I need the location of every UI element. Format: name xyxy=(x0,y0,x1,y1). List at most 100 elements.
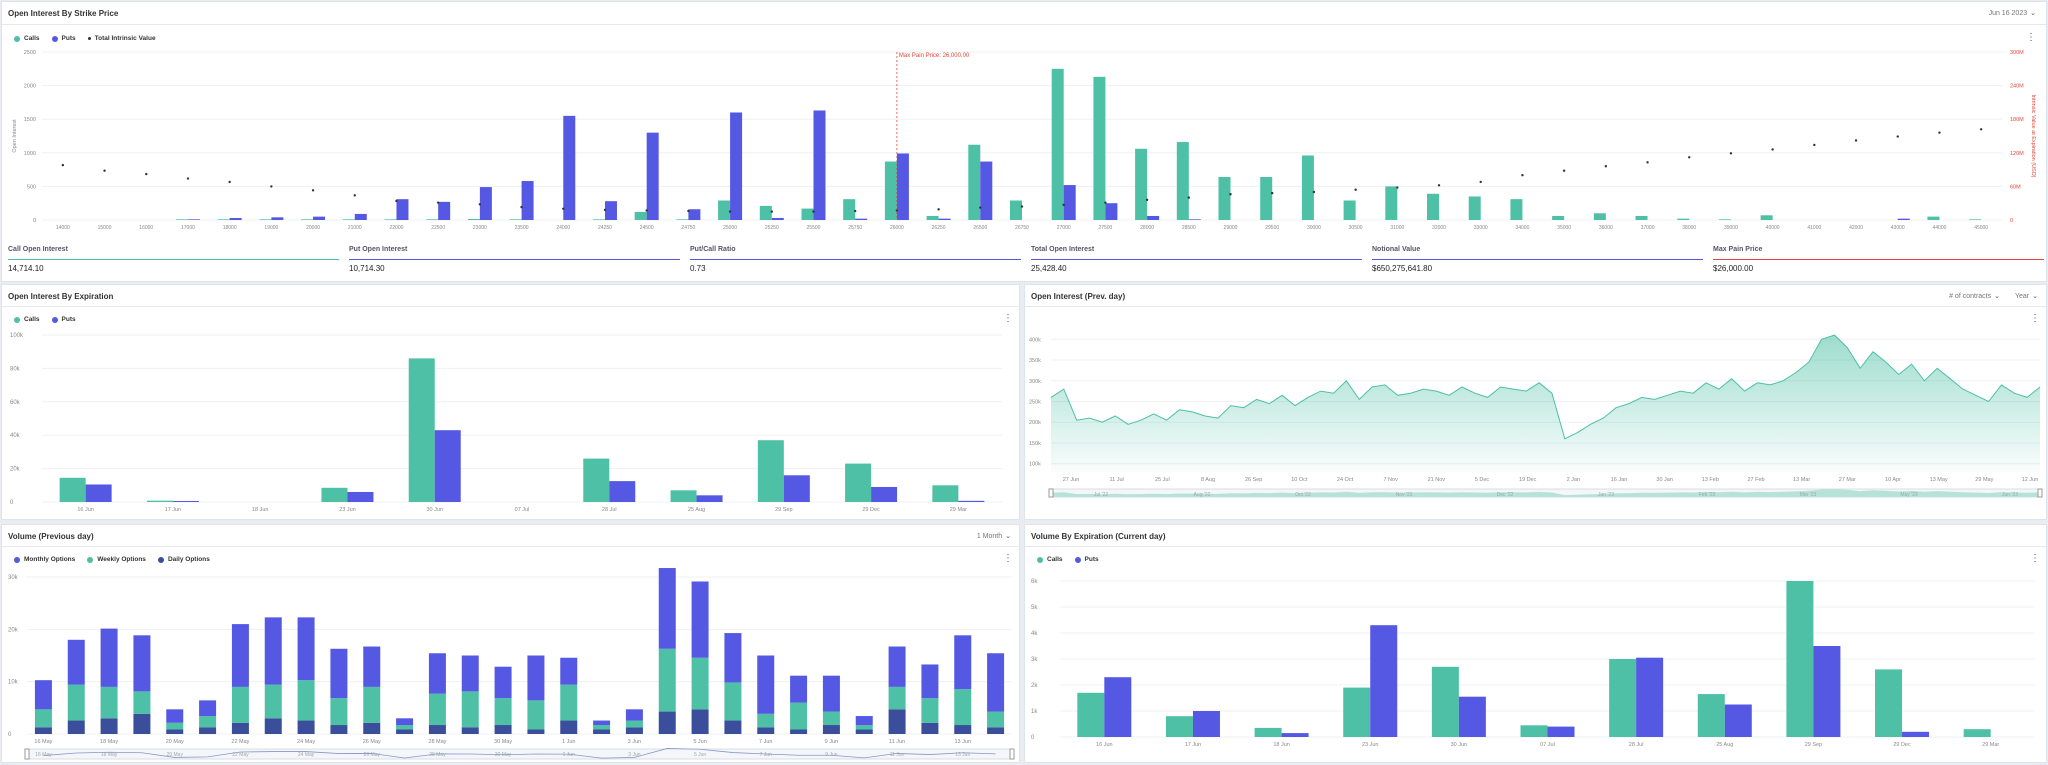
bar-monthly-options xyxy=(133,635,151,692)
x-tick-label: 20000 xyxy=(306,225,320,231)
legend-item-puts[interactable]: Puts xyxy=(1074,556,1099,563)
x-tick-label: 14000 xyxy=(56,225,70,231)
point-intrinsic xyxy=(103,169,106,172)
point-intrinsic xyxy=(603,208,607,212)
bar-monthly-options xyxy=(363,646,381,687)
x-tick-label: 07 Jul xyxy=(515,507,530,513)
x-tick-label: 43000 xyxy=(1891,225,1905,231)
stat-underline xyxy=(8,259,339,260)
bar-calls xyxy=(1093,76,1106,220)
navigator-tick-label: Dec '22 xyxy=(1497,492,1514,498)
point-intrinsic xyxy=(770,210,773,213)
bar-daily-options xyxy=(921,722,939,734)
bar-weekly-options xyxy=(100,686,118,719)
y-tick-label: 500 xyxy=(27,184,36,190)
point-intrinsic xyxy=(186,177,190,180)
legend-item-calls[interactable]: Calls xyxy=(14,35,40,42)
legend-item-puts[interactable]: Puts xyxy=(51,35,76,42)
x-tick-label: 25000 xyxy=(723,225,737,231)
point-intrinsic xyxy=(562,207,565,210)
x-tick-label: 26000 xyxy=(890,225,904,231)
legend-item-calls[interactable]: Calls xyxy=(1037,556,1063,563)
bar-calls xyxy=(1609,659,1637,737)
stat-notional-value: Notional Value $650,275,641.80 xyxy=(1366,242,1707,278)
x-tick-label: 27 Feb xyxy=(1747,477,1764,483)
prev-day-panel-divider xyxy=(1025,306,2046,307)
legend-item-daily[interactable]: Daily Options xyxy=(157,556,210,563)
monthly-swatch xyxy=(14,556,20,563)
bar-weekly-options xyxy=(428,693,446,726)
point-intrinsic xyxy=(1437,184,1441,187)
date-select[interactable]: Jun 16 2023 ⌄ xyxy=(1989,9,2036,18)
legend-item-weekly[interactable]: Weekly Options xyxy=(87,556,146,563)
calls-swatch xyxy=(14,316,20,323)
volume-panel-divider xyxy=(2,546,1019,547)
point-intrinsic xyxy=(687,209,690,213)
bar-weekly-options xyxy=(987,711,1005,728)
chevron-down-icon: ⌄ xyxy=(1005,533,1011,540)
expiration-menu-icon[interactable]: ⋮ xyxy=(1003,313,1013,324)
y-tick-label: 100k xyxy=(10,333,24,339)
bar-puts xyxy=(229,217,242,220)
bar-daily-options xyxy=(790,729,808,734)
navigator-tick-label: 22 May xyxy=(232,752,249,758)
prev-day-menu-icon[interactable]: ⋮ xyxy=(2030,313,2040,324)
bar-calls xyxy=(408,358,435,502)
stat-put-call-ratio: Put/Call Ratio 0.73 xyxy=(684,242,1025,278)
y-tick-label: 2500 xyxy=(24,50,36,56)
navigator-tick-label: Nov '22 xyxy=(1396,492,1413,498)
x-tick-label: 37000 xyxy=(1641,225,1655,231)
bar-puts xyxy=(1281,733,1309,737)
bar-calls xyxy=(1520,725,1548,737)
x-tick-label: 18 May xyxy=(100,739,118,745)
point-intrinsic xyxy=(853,209,857,213)
point-intrinsic xyxy=(311,189,315,192)
volume-legend: Monthly Options Weekly Options Daily Opt… xyxy=(14,556,210,563)
x-tick-label: 15000 xyxy=(98,225,112,231)
bar-monthly-options xyxy=(428,653,446,694)
chevron-down-icon: ⌄ xyxy=(2032,293,2038,300)
range-select[interactable]: Year ⌄ xyxy=(2015,292,2038,301)
strike-menu-icon[interactable]: ⋮ xyxy=(2026,32,2036,43)
point-intrinsic xyxy=(1604,165,1608,168)
legend-item-monthly[interactable]: Monthly Options xyxy=(14,556,75,563)
bar-puts xyxy=(855,218,868,220)
y2-tick-label: 60M xyxy=(2010,184,2021,190)
x-tick-label: 11 Jun xyxy=(889,739,905,745)
bar-puts xyxy=(871,486,898,502)
navigator-tick-label: 3 Jun xyxy=(628,752,640,758)
navigator-line xyxy=(43,748,996,759)
bar-calls xyxy=(1969,219,1982,220)
x-tick-label: 31000 xyxy=(1390,225,1404,231)
volume-expiration-panel-divider xyxy=(1025,546,2046,547)
navigator-tick-label: 9 Jun xyxy=(825,752,837,758)
bar-daily-options xyxy=(855,729,873,734)
y-tick-label: 10k xyxy=(8,680,19,686)
stat-label: Notional Value xyxy=(1372,246,1421,253)
volume-expiration-menu-icon[interactable]: ⋮ xyxy=(2030,553,2040,564)
bar-puts xyxy=(172,500,199,502)
x-tick-label: 19000 xyxy=(264,225,278,231)
navigator-tick-label: Jun '23 xyxy=(2002,492,2018,498)
stat-value: 25,428.40 xyxy=(1031,264,1067,273)
bar-monthly-options xyxy=(100,628,118,687)
bar-puts xyxy=(479,187,492,220)
volume-panel-title: Volume (Previous day) xyxy=(8,532,94,541)
stat-label: Call Open Interest xyxy=(8,246,68,253)
x-tick-label: 7 Jun xyxy=(759,739,772,745)
x-tick-label: 13 Feb xyxy=(1702,477,1719,483)
volume-menu-icon[interactable]: ⋮ xyxy=(1003,553,1013,564)
x-tick-label: 25 Aug xyxy=(1716,742,1733,748)
legend-item-puts[interactable]: Puts xyxy=(51,316,76,323)
bar-weekly-options xyxy=(724,682,742,721)
x-tick-label: 26750 xyxy=(1015,225,1029,231)
x-tick-label: 44000 xyxy=(1932,225,1946,231)
legend-item-calls[interactable]: Calls xyxy=(14,316,40,323)
period-select[interactable]: 1 Month ⌄ xyxy=(977,532,1011,541)
stat-max-pain-price: Max Pain Price $26,000.00 xyxy=(1707,242,2048,278)
navigator-area xyxy=(1051,489,2040,497)
bar-daily-options xyxy=(166,729,184,734)
legend-item-intrinsic[interactable]: Total Intrinsic Value xyxy=(87,35,156,42)
unit-select[interactable]: # of contracts ⌄ xyxy=(1949,292,2000,301)
x-tick-label: 5 Dec xyxy=(1475,477,1490,483)
